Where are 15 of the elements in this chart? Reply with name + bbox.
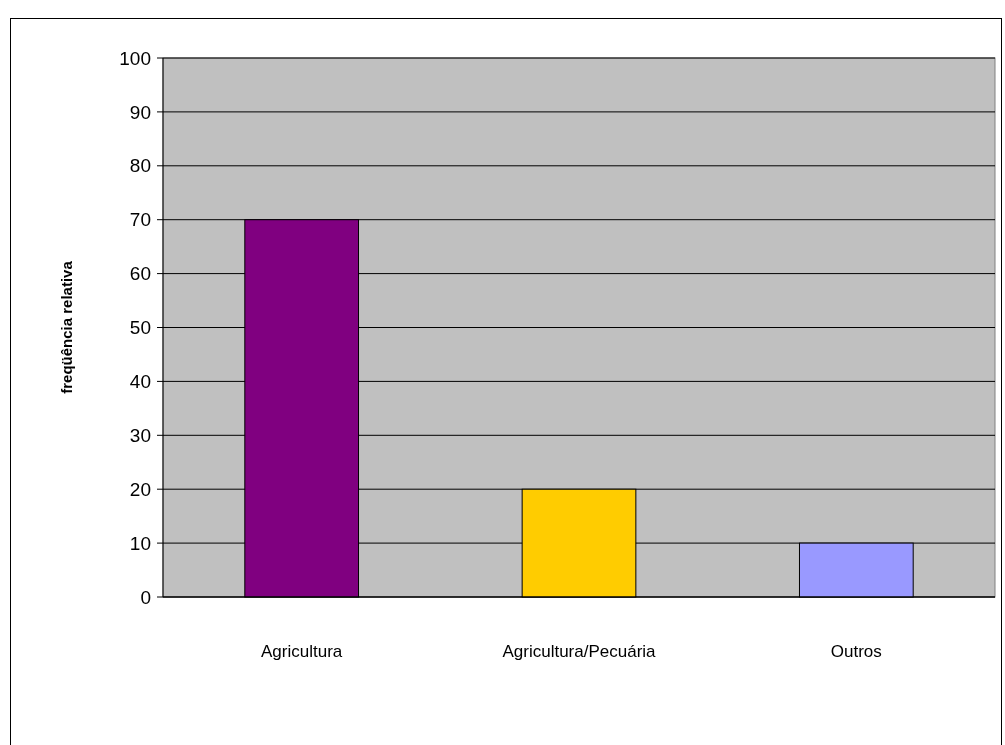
x-tick-label: Agricultura/Pecuária — [502, 642, 657, 661]
x-tick-label: Outros — [830, 642, 882, 661]
y-tick-label: 90 — [129, 101, 151, 123]
y-tick-label: 60 — [129, 263, 151, 285]
y-tick-label: 0 — [140, 586, 151, 608]
y-tick-label: 30 — [129, 424, 151, 446]
y-axis-title: freqüência relativa — [58, 260, 75, 394]
x-tick-label: Agricultura — [261, 642, 343, 661]
y-tick-label: 100 — [119, 47, 151, 69]
y-tick-label: 20 — [129, 478, 151, 500]
y-tick-label: 50 — [129, 317, 151, 339]
y-tick-label: 10 — [129, 532, 151, 554]
y-tick-label: 80 — [129, 155, 151, 177]
y-tick-label: 70 — [129, 209, 151, 231]
y-tick-label: 40 — [129, 371, 151, 393]
